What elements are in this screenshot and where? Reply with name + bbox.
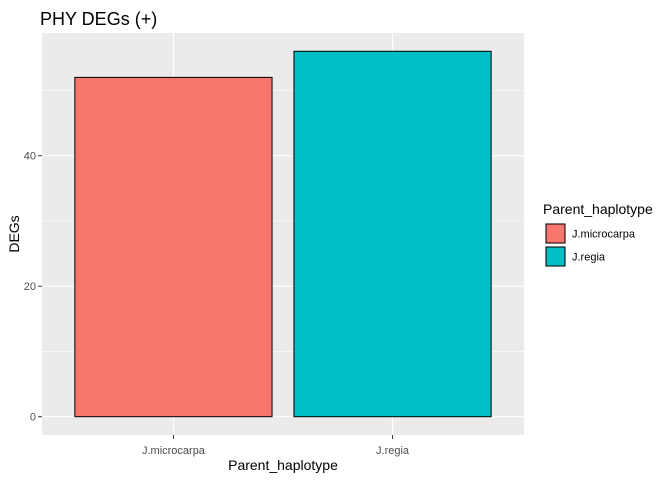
x-axis-title: Parent_haplotype: [228, 457, 338, 473]
y-tick-label: 20: [24, 281, 36, 293]
bar-j-regia: [293, 50, 492, 418]
chart-title: PHY DEGs (+): [40, 9, 157, 29]
legend-swatch: [545, 223, 566, 244]
y-tick-label: 40: [24, 151, 36, 163]
x-tick-label: J.microcarpa: [142, 445, 206, 457]
legend-label: J.regia: [572, 252, 606, 264]
bar-j-microcarpa: [74, 76, 273, 418]
y-axis-title: DEGs: [6, 215, 22, 252]
y-axis: 0 20 40: [24, 151, 42, 424]
x-axis: J.microcarpa J.regia: [142, 435, 410, 457]
legend-label: J.microcarpa: [572, 229, 636, 241]
x-tick-label: J.regia: [376, 445, 410, 457]
legend-title: Parent_haplotype: [543, 201, 653, 217]
legend: Parent_haplotype J.microcarpa J.regia: [543, 201, 653, 267]
bars: [74, 50, 492, 418]
y-tick-label: 0: [30, 412, 36, 424]
legend-swatch: [545, 246, 566, 267]
